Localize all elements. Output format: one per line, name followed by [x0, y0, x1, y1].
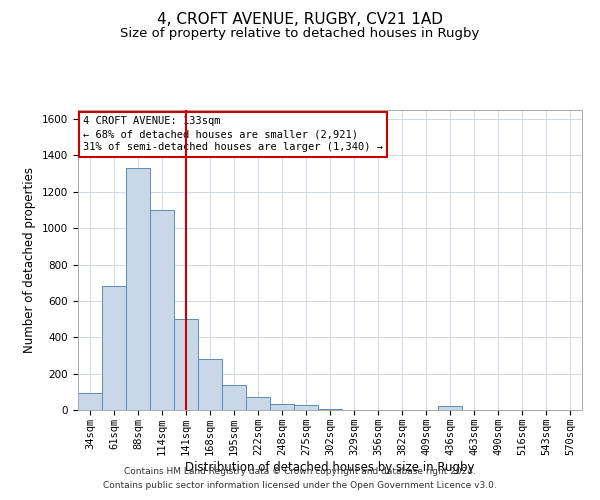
- Bar: [78, 392, 102, 410]
- Text: Size of property relative to detached houses in Rugby: Size of property relative to detached ho…: [121, 28, 479, 40]
- Text: Contains public sector information licensed under the Open Government Licence v3: Contains public sector information licen…: [103, 481, 497, 490]
- Bar: [246, 398, 270, 410]
- Bar: [318, 409, 342, 410]
- Text: 4, CROFT AVENUE, RUGBY, CV21 1AD: 4, CROFT AVENUE, RUGBY, CV21 1AD: [157, 12, 443, 28]
- Bar: [222, 384, 246, 410]
- Bar: [294, 404, 318, 410]
- Bar: [198, 359, 222, 410]
- Text: Contains HM Land Registry data © Crown copyright and database right 2024.: Contains HM Land Registry data © Crown c…: [124, 467, 476, 476]
- Bar: [270, 404, 294, 410]
- Bar: [174, 319, 198, 410]
- Bar: [150, 210, 174, 410]
- Bar: [102, 286, 126, 410]
- Bar: [438, 406, 462, 410]
- X-axis label: Distribution of detached houses by size in Rugby: Distribution of detached houses by size …: [185, 460, 475, 473]
- Bar: [126, 168, 150, 410]
- Y-axis label: Number of detached properties: Number of detached properties: [23, 167, 37, 353]
- Text: 4 CROFT AVENUE: 133sqm
← 68% of detached houses are smaller (2,921)
31% of semi-: 4 CROFT AVENUE: 133sqm ← 68% of detached…: [83, 116, 383, 152]
